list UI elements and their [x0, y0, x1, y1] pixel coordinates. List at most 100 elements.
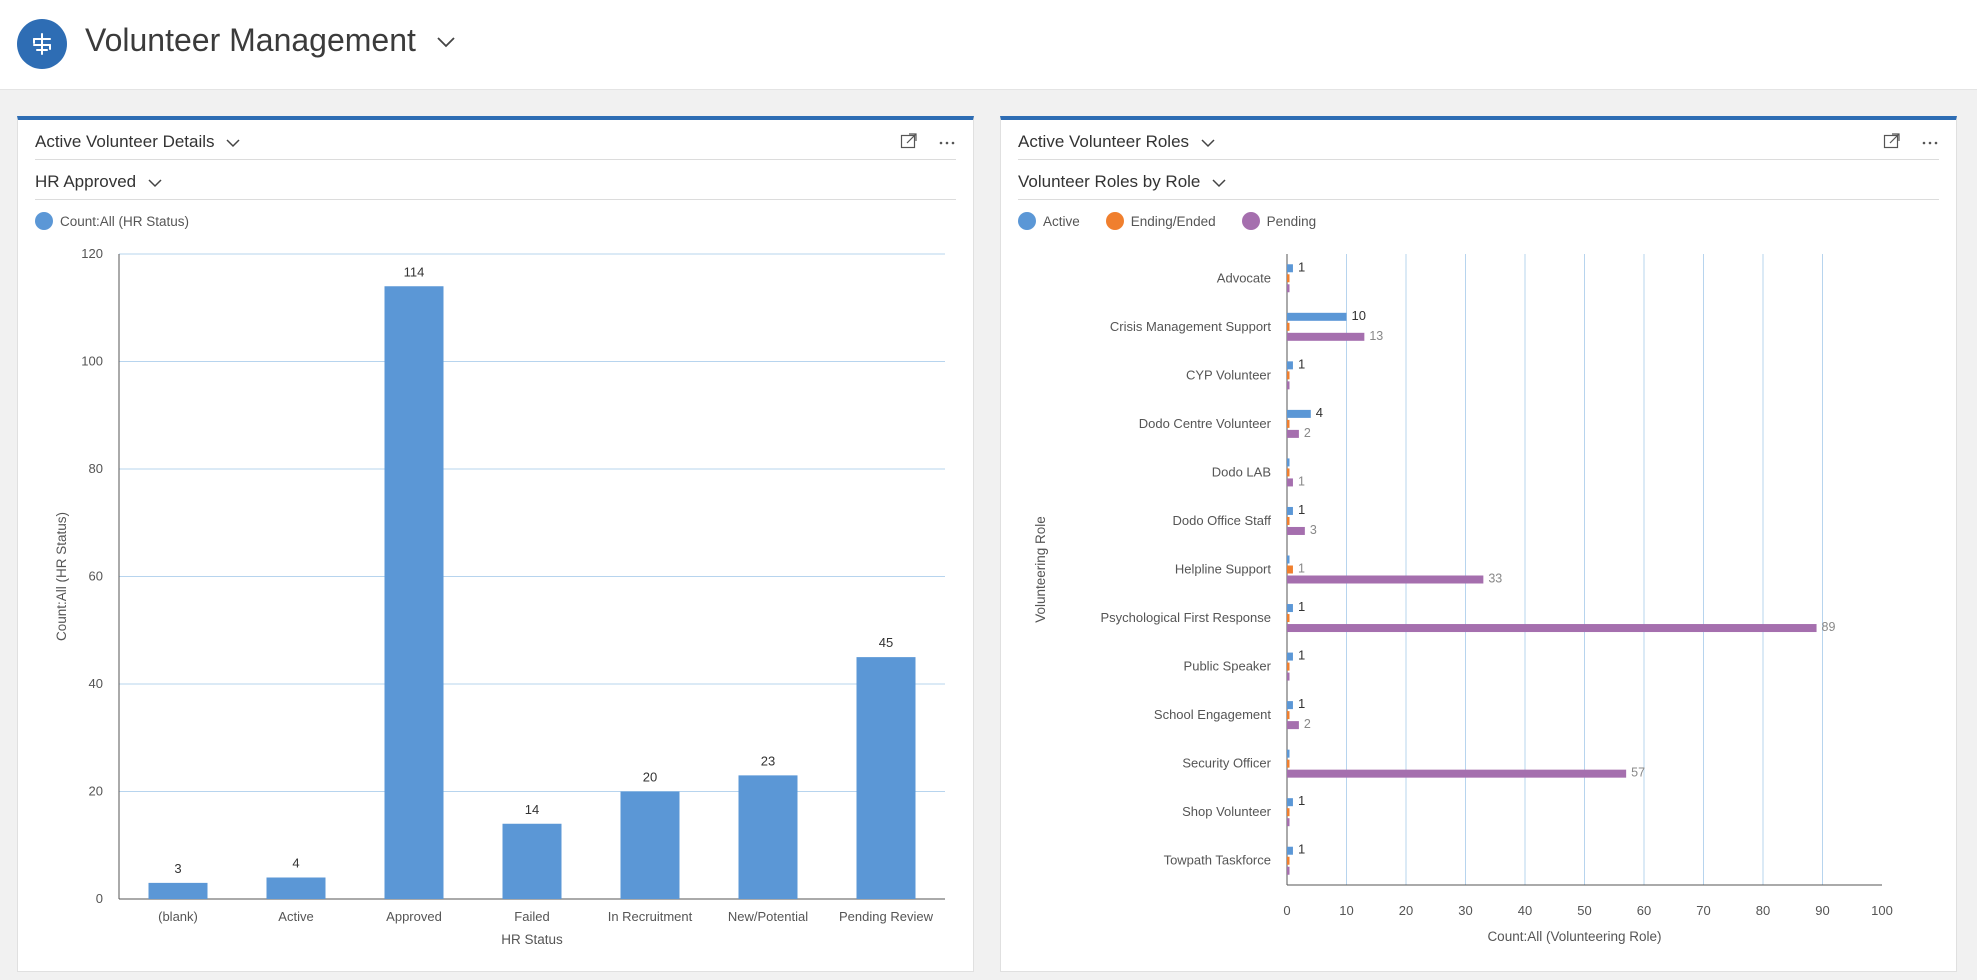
- bar: [266, 877, 326, 899]
- x-tick-label: Failed: [514, 909, 549, 924]
- y-tick-label: 120: [81, 246, 103, 261]
- bar-value-label: 1: [1298, 648, 1305, 663]
- panel-actions: [1883, 132, 1939, 150]
- more-options-icon[interactable]: [938, 132, 956, 150]
- y-tick-label: Dodo Office Staff: [1172, 513, 1271, 528]
- chevron-down-icon: [148, 178, 162, 187]
- chevron-down-icon: [1212, 178, 1226, 187]
- panel-title-dropdown[interactable]: Active Volunteer Details: [35, 132, 241, 152]
- view-selector[interactable]: Volunteer Roles by Role: [1018, 172, 1227, 192]
- x-tick-label: 60: [1637, 903, 1651, 918]
- y-tick-label: 40: [89, 676, 103, 691]
- chevron-down-icon: [1201, 138, 1215, 147]
- view-selector[interactable]: HR Approved: [35, 172, 163, 192]
- bar: [1287, 818, 1290, 827]
- hr-status-bar-chart: 0 20 40 60 80 100 120 3 (blank) 4 Active 114 Approve…: [54, 246, 945, 947]
- bar: [1287, 322, 1290, 331]
- expand-icon[interactable]: [1883, 132, 1901, 150]
- x-tick-label: 100: [1871, 903, 1893, 918]
- legend-label: Ending/Ended: [1130, 213, 1216, 229]
- legend-item[interactable]: Ending/Ended: [1105, 212, 1216, 230]
- legend-item[interactable]: Pending: [1241, 212, 1316, 230]
- y-tick-label: Advocate: [1217, 270, 1271, 285]
- bar: [1287, 624, 1817, 633]
- legend-dot-icon: [35, 212, 53, 230]
- y-tick-label: 80: [89, 461, 103, 476]
- bar: [1287, 264, 1293, 273]
- bar: [1287, 721, 1299, 730]
- app-title: Volunteer Management: [85, 22, 416, 58]
- legend-dot-icon: [1018, 212, 1036, 230]
- bar-value-label: 33: [1488, 572, 1502, 586]
- expand-icon[interactable]: [900, 132, 918, 150]
- view-row: HR Approved: [35, 160, 956, 200]
- y-tick-label: 60: [89, 569, 103, 584]
- panel-title-text: Active Volunteer Roles: [1018, 132, 1190, 151]
- bar-value-label: 23: [761, 753, 775, 768]
- y-tick-label: Dodo Centre Volunteer: [1139, 416, 1272, 431]
- bar: [1287, 361, 1293, 370]
- bar: [1287, 575, 1484, 584]
- more-options-icon[interactable]: [1921, 132, 1939, 150]
- panel-title-row: Active Volunteer Details: [35, 120, 956, 160]
- panel-title-row: Active Volunteer Roles: [1018, 120, 1939, 160]
- x-tick-label: 30: [1458, 903, 1472, 918]
- bar: [1287, 478, 1293, 487]
- view-title-text: Volunteer Roles by Role: [1018, 172, 1201, 191]
- y-tick-label: 20: [89, 784, 103, 799]
- volunteer-roles-bar-chart: 0 10 20 30 40 50 60 70 80 90 100 Advocate 1 Crisis Ma…: [1033, 254, 1893, 944]
- x-tick-label: 20: [1399, 903, 1413, 918]
- bar: [1287, 856, 1290, 865]
- x-axis-title: HR Status: [501, 932, 563, 947]
- y-tick-label: School Engagement: [1154, 707, 1271, 722]
- bar: [148, 882, 208, 899]
- panel-actions: [900, 132, 956, 150]
- x-tick-label: Active: [278, 909, 313, 924]
- x-tick-label: 50: [1577, 903, 1591, 918]
- bar-value-label: 4: [292, 856, 299, 871]
- bar: [1287, 769, 1627, 778]
- bar: [502, 823, 562, 899]
- bar: [1287, 614, 1290, 623]
- view-row: Volunteer Roles by Role: [1018, 160, 1939, 200]
- y-axis-title: Volunteering Role: [1033, 516, 1048, 623]
- bar-value-label: 4: [1316, 405, 1323, 420]
- panel-title-dropdown[interactable]: Active Volunteer Roles: [1018, 132, 1216, 152]
- bar: [1287, 808, 1290, 817]
- bar-value-label: 1: [1298, 474, 1305, 488]
- y-tick-label: Dodo LAB: [1212, 464, 1271, 479]
- bar: [1287, 604, 1293, 613]
- legend-dot-icon: [1241, 212, 1260, 230]
- bar: [1287, 701, 1293, 710]
- x-tick-label: 0: [1283, 903, 1290, 918]
- x-tick-label: Approved: [386, 909, 442, 924]
- x-tick-label: 90: [1815, 903, 1829, 918]
- bar: [856, 657, 916, 899]
- x-tick-label: (blank): [158, 909, 198, 924]
- legend-item[interactable]: Active: [1018, 212, 1080, 230]
- bar: [1287, 371, 1290, 380]
- bar-value-label: 57: [1631, 766, 1645, 780]
- bar: [1287, 506, 1293, 515]
- bar-value-label: 1: [1298, 842, 1305, 857]
- bar-value-label: 14: [525, 802, 539, 817]
- bar-value-label: 1: [1298, 793, 1305, 808]
- bar: [1287, 846, 1293, 855]
- bar-value-label: 1: [1298, 562, 1305, 576]
- bar: [1287, 381, 1290, 390]
- bar: [1287, 526, 1305, 535]
- hierarchy-icon[interactable]: [17, 19, 67, 69]
- app-header: Volunteer Management: [0, 0, 1977, 90]
- bar: [1287, 284, 1290, 293]
- bar: [1287, 652, 1293, 661]
- bar-value-label: 1: [1298, 696, 1305, 711]
- panel-title-text: Active Volunteer Details: [35, 132, 215, 151]
- bar: [1287, 419, 1290, 428]
- y-tick-label: CYP Volunteer: [1186, 367, 1272, 382]
- bar-value-label: 2: [1304, 717, 1311, 731]
- legend-item[interactable]: Count:All (HR Status): [35, 212, 189, 230]
- app-switcher-chevron-icon[interactable]: [435, 33, 457, 51]
- bar: [1287, 516, 1290, 525]
- bar: [1287, 555, 1290, 564]
- active-volunteer-roles-panel: Active Volunteer Roles Volunteer Roles b…: [1000, 116, 1957, 972]
